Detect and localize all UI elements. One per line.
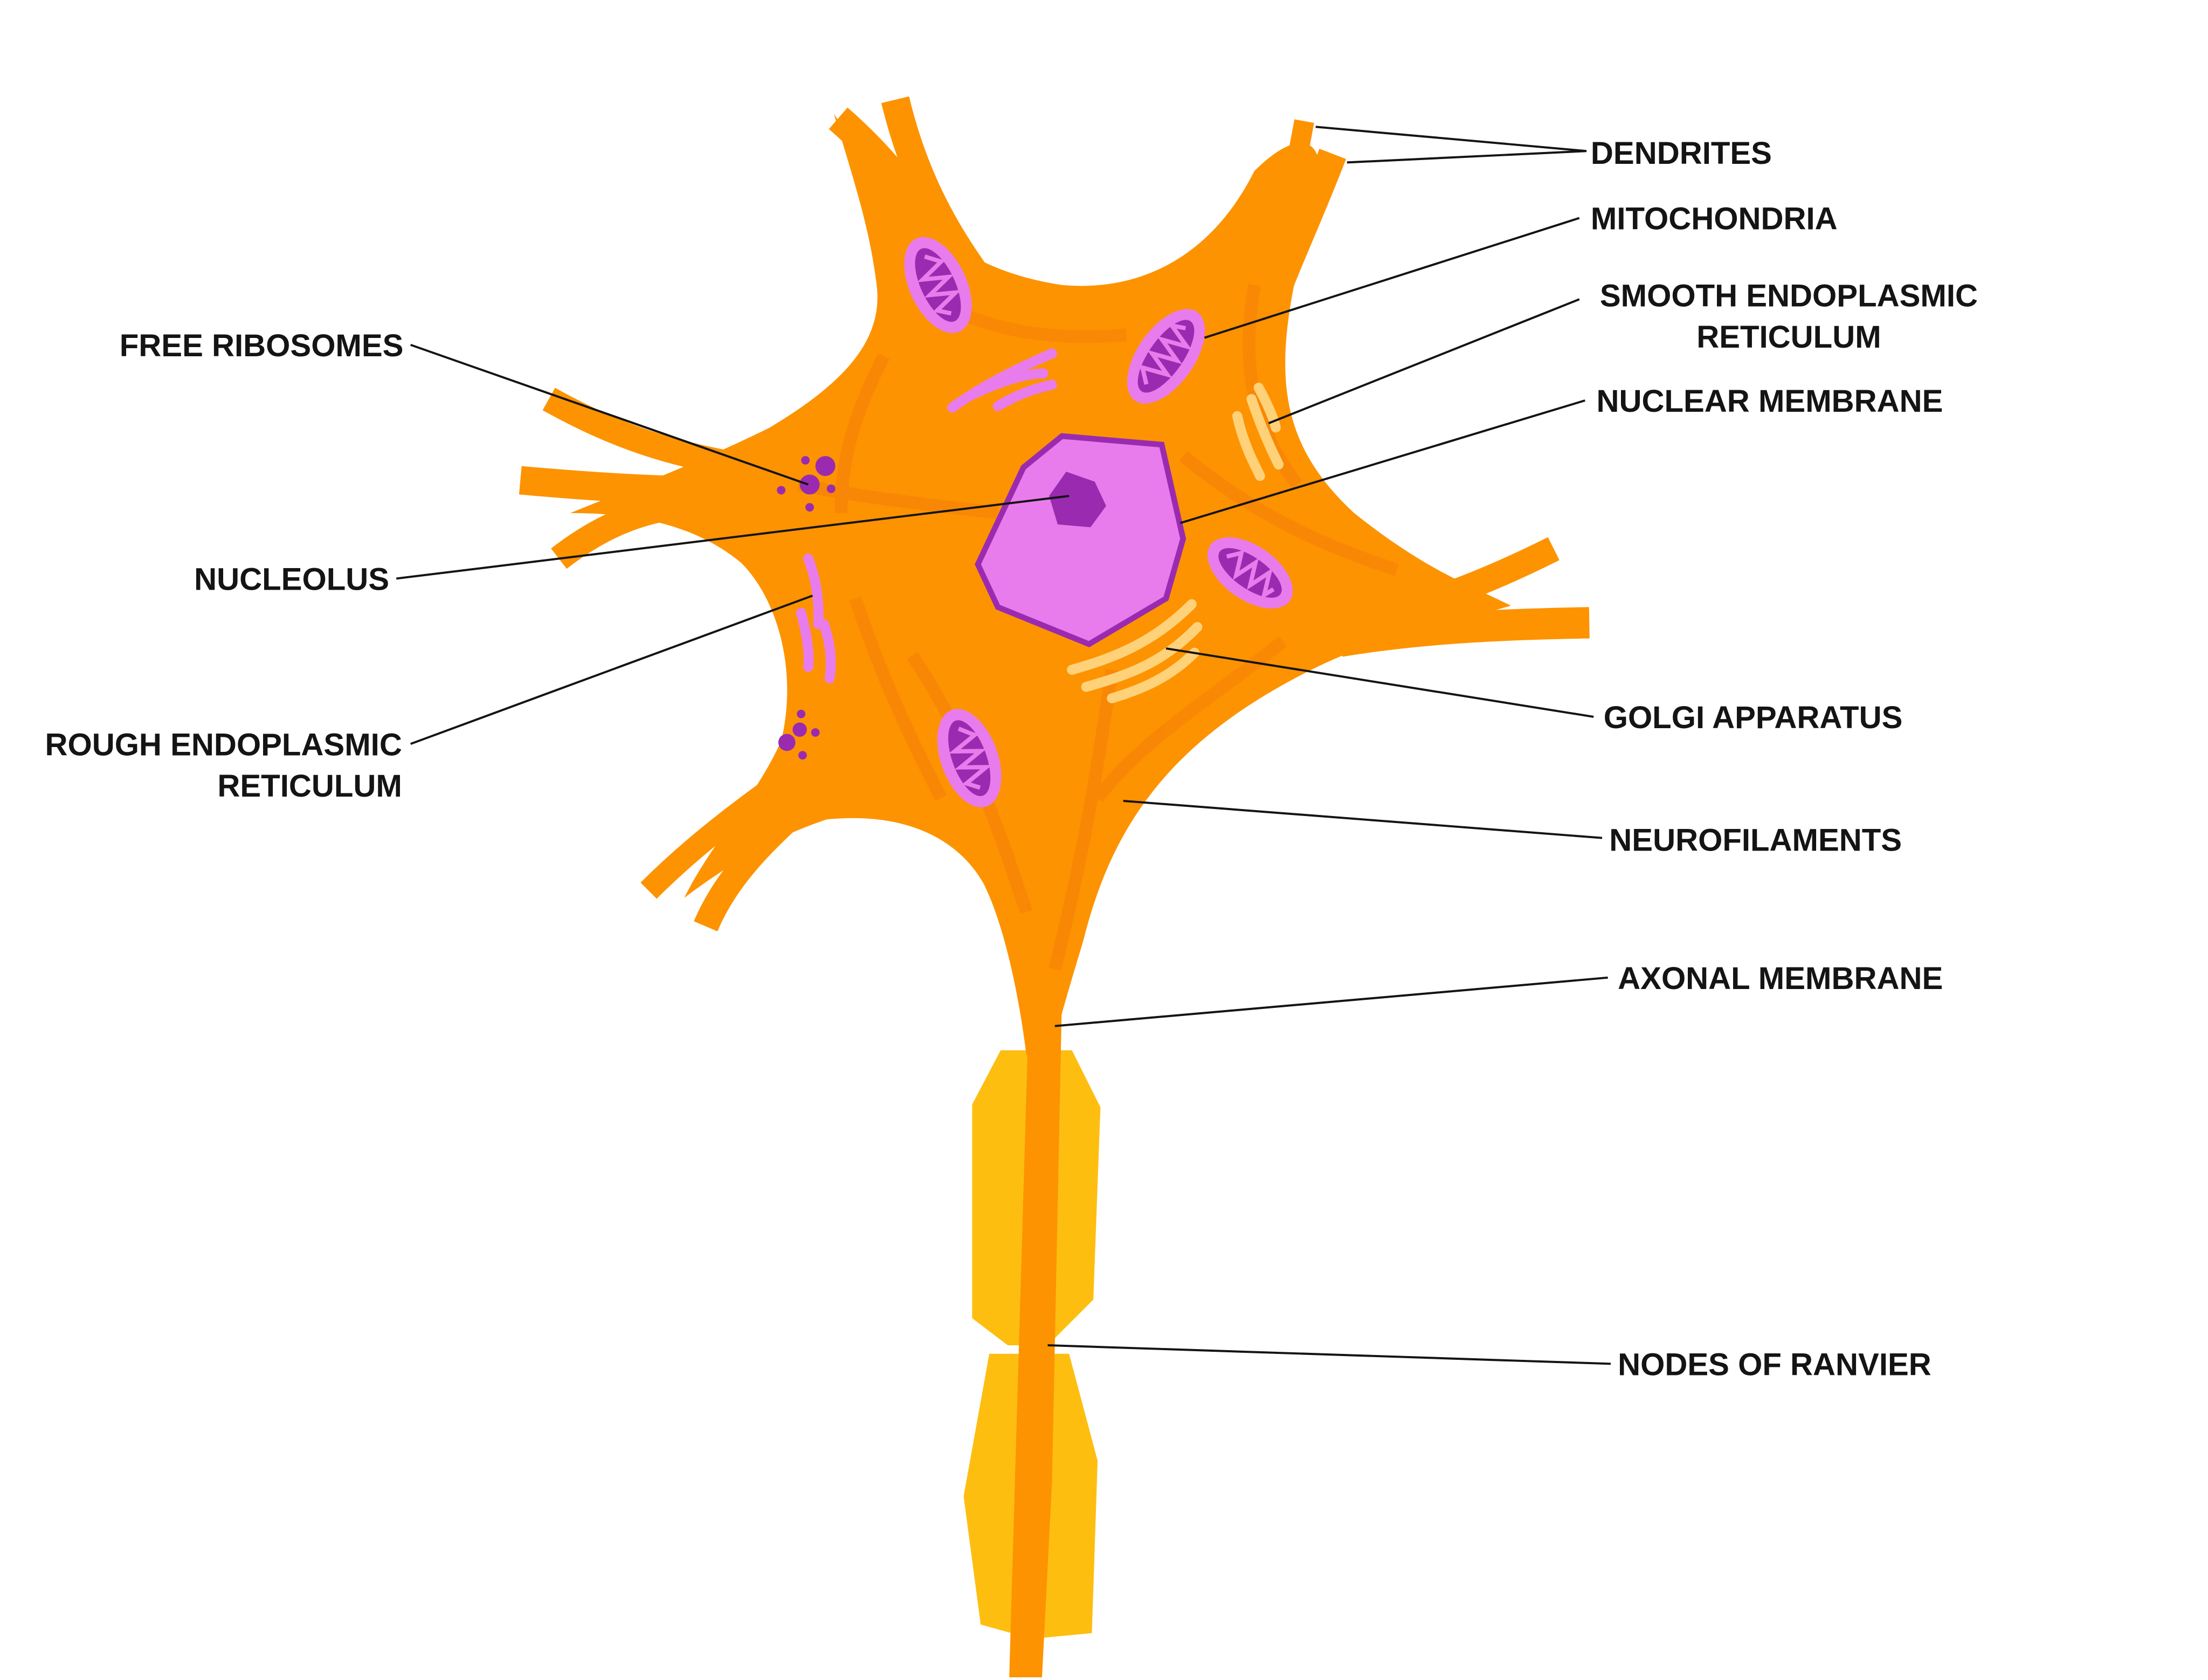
label-nodes-of-ranvier: NODES OF RANVIER [1618, 1347, 1931, 1382]
smooth-endoplasmic-reticulum [1232, 382, 1284, 481]
label-rough-er: ROUGH ENDOPLASMIC [45, 727, 402, 762]
axon [1009, 997, 1062, 1677]
free-ribosomes-cluster-1 [777, 456, 836, 512]
label-smooth-er: SMOOTH ENDOPLASMIC [1600, 278, 1978, 313]
mitochondria [904, 237, 1293, 807]
label-nuclear-membrane: NUCLEAR MEMBRANE [1597, 384, 1943, 419]
nuclear-membrane [975, 433, 1186, 647]
label-rough-er-2: RETICULUM [217, 769, 402, 804]
leader-smooth-er [1268, 298, 1580, 425]
leader-mitochondria [1204, 217, 1580, 339]
nucleolus [1049, 472, 1106, 528]
rough-endoplasmic-reticulum [796, 348, 1057, 683]
golgi-apparatus [1067, 599, 1203, 703]
label-mitochondria: MITOCHONDRIA [1591, 202, 1838, 237]
labels: DENDRITES MITOCHONDRIA SMOOTH ENDOPLASMI… [45, 136, 1978, 1382]
label-golgi-apparatus: GOLGI APPARATUS [1604, 700, 1903, 735]
leader-axonal-membrane [1054, 976, 1608, 1027]
leader-rough-er [410, 594, 813, 745]
label-nucleolus: NUCLEOLUS [194, 562, 389, 597]
mitochondrion-1 [904, 237, 972, 333]
free-ribosomes-cluster-2 [778, 709, 820, 760]
label-axonal-membrane: AXONAL MEMBRANE [1618, 961, 1943, 996]
leader-nuclear-membrane [1179, 399, 1585, 524]
leader-nodes-of-ranvier [1047, 1344, 1611, 1365]
label-dendrites: DENDRITES [1591, 136, 1772, 171]
label-smooth-er-2: RETICULUM [1696, 320, 1881, 355]
label-free-ribosomes: FREE RIBOSOMES [120, 328, 404, 363]
leader-neurofilaments [1123, 799, 1603, 839]
label-neurofilaments: NEUROFILAMENTS [1609, 822, 1902, 858]
mitochondrion-2 [1127, 309, 1205, 404]
nucleus [978, 436, 1183, 645]
mitochondrion-3 [1207, 537, 1293, 609]
leader-golgi [1165, 647, 1594, 718]
leader-lines [396, 126, 1611, 1365]
leader-dendrites [1315, 126, 1587, 164]
leader-nucleolus [396, 495, 1070, 580]
mitochondrion-4 [937, 709, 1002, 807]
leader-free-ribosomes [410, 343, 809, 486]
